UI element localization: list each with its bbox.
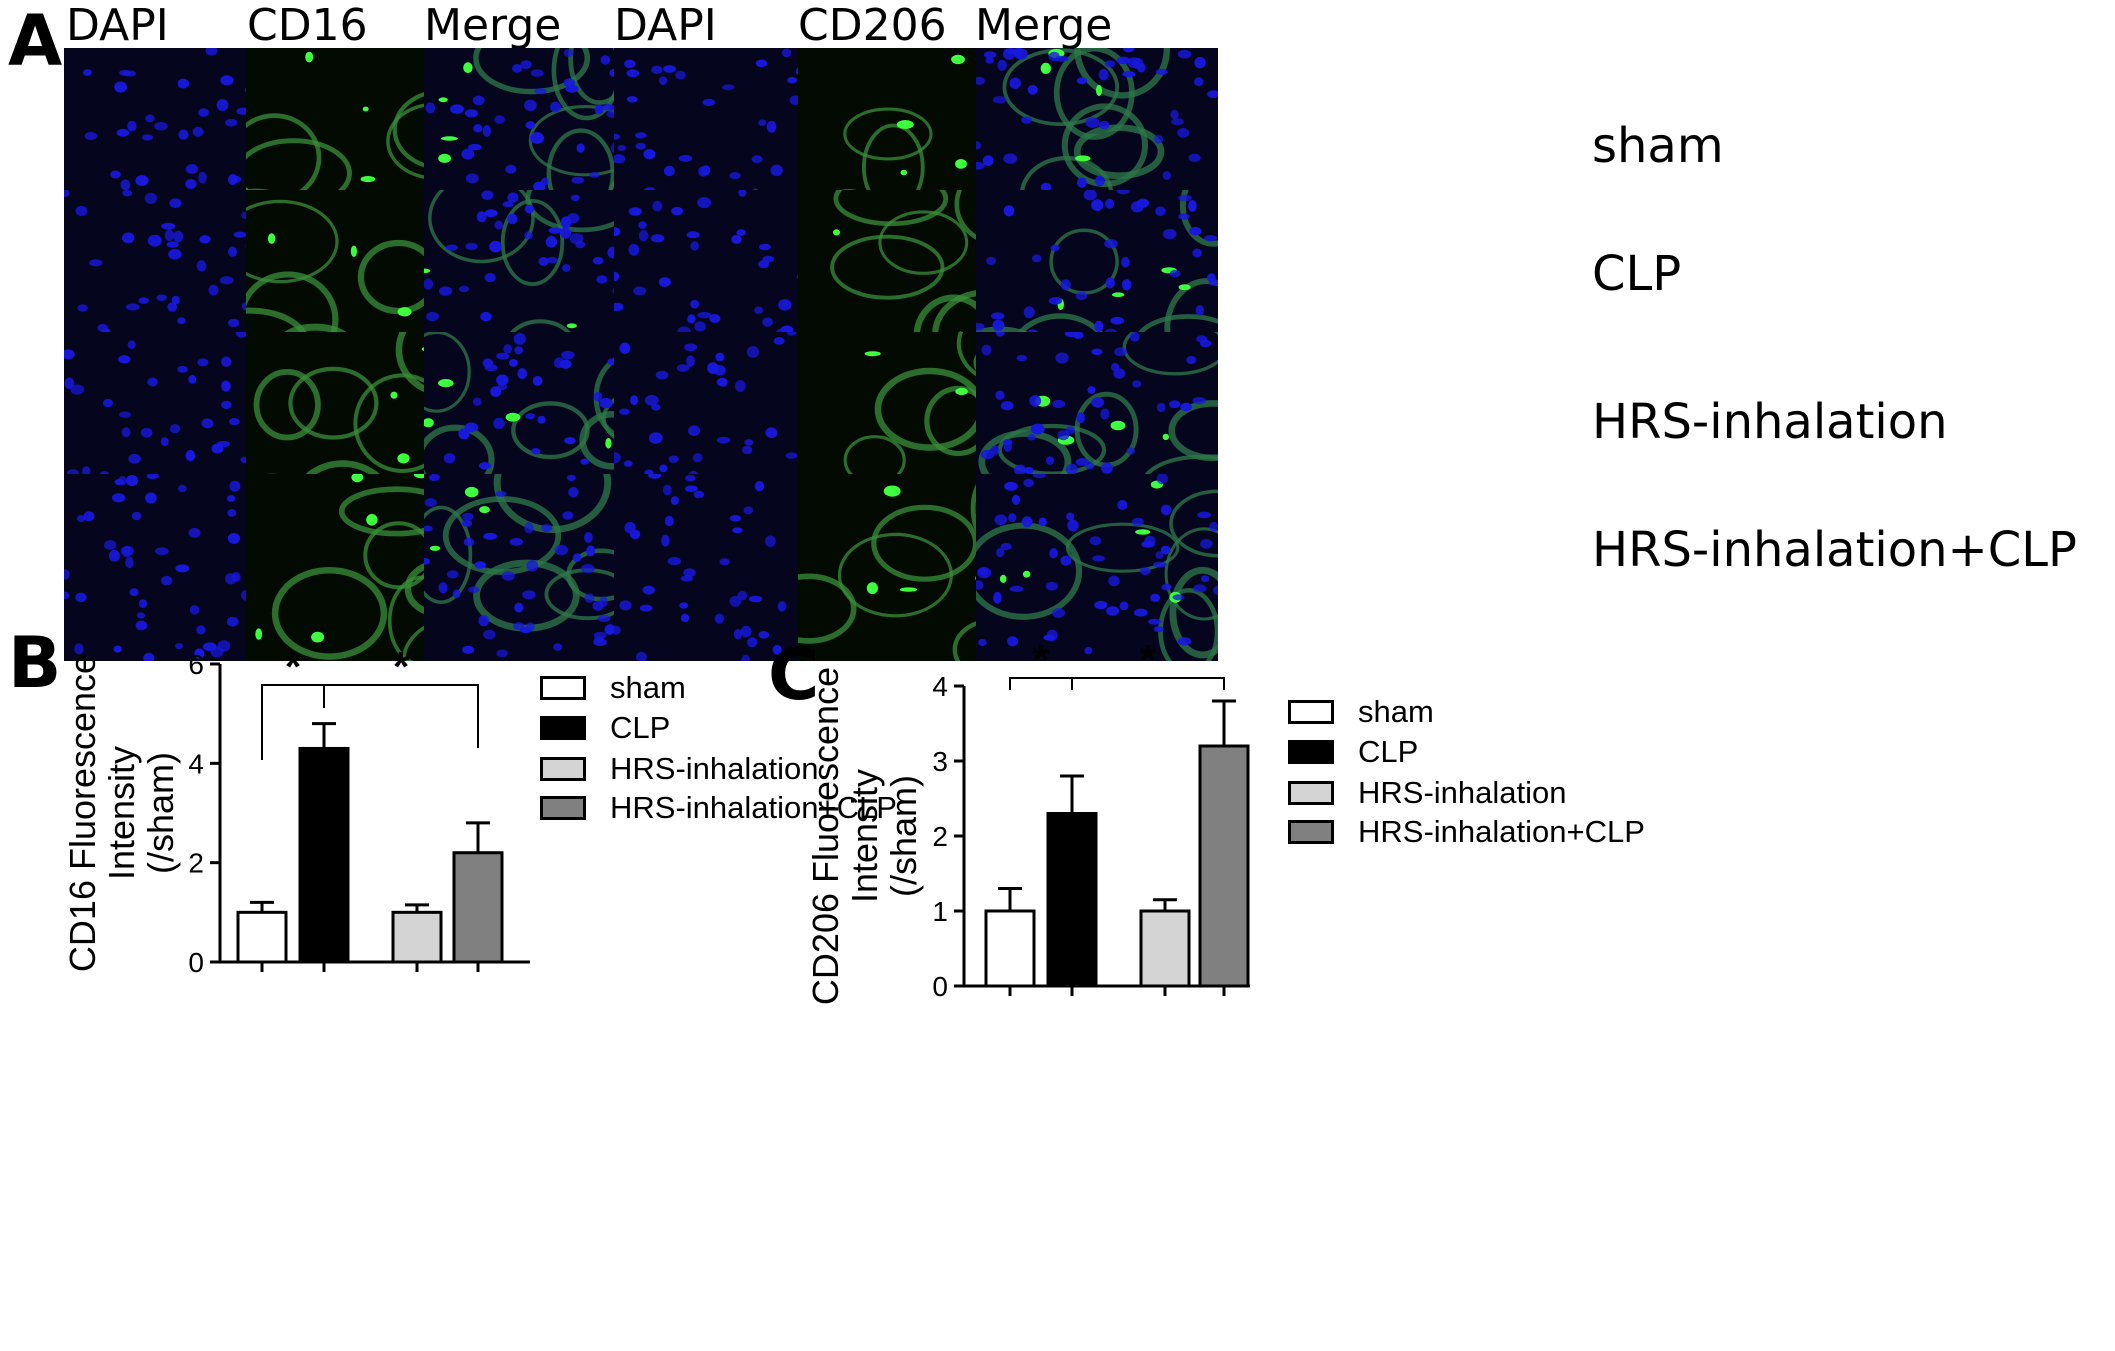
legend-c-clp: CLP	[1288, 734, 1418, 770]
row-label-sham: sham	[1592, 118, 1724, 174]
col-header-merge-right: Merge	[975, 0, 1113, 51]
chart-c-sig-star-1: *	[1140, 640, 1157, 683]
legend-b-hrs-clp-label: HRS-inhalation+CLP	[610, 790, 897, 825]
chart-c-y-tick-label-0: 0	[932, 971, 948, 1002]
chart-c-y-tick-label-2: 2	[932, 821, 948, 852]
chart-c-y-tick-label-1: 1	[932, 896, 948, 927]
legend-b-sham-label: sham	[610, 670, 686, 705]
col-header-dapi-left: DAPI	[66, 0, 169, 51]
legend-c-hrs-clp-label: HRS-inhalation+CLP	[1358, 814, 1645, 849]
micrograph-hrs-inhalation-clp-merge-right	[976, 474, 1218, 661]
legend-b-sham-swatch	[540, 676, 586, 700]
legend-c-clp-label: CLP	[1358, 734, 1419, 769]
legend-c-hrs-swatch	[1288, 781, 1334, 805]
chart-b-y-tick-label-3: 6	[188, 649, 204, 680]
legend-c-hrs: HRS-inhalation	[1288, 775, 1567, 811]
col-header-cd206: CD206	[798, 0, 947, 51]
legend-b-hrs-clp-swatch	[540, 796, 586, 820]
panel-b-letter: B	[8, 622, 62, 704]
chart-b-y-axis-label-2: Intensity	[101, 746, 142, 880]
micrograph-image	[976, 474, 1218, 661]
chart-b-sig-star-1: *	[393, 643, 410, 690]
legend-b-clp-label: CLP	[610, 710, 671, 745]
legend-c-sham-swatch	[1288, 700, 1334, 724]
chart-c-y-axis-label-1: CD206 Fluorescence	[805, 667, 846, 1005]
row-label-hrs-inhalation: HRS-inhalation	[1592, 394, 1948, 450]
chart-b-y-tick-label-1: 2	[188, 848, 204, 879]
chart-b-bar-3	[452, 851, 504, 964]
row-label-clp: CLP	[1592, 246, 1682, 302]
chart-b-bar-0	[236, 910, 288, 964]
chart-c-y-tick-label-3: 3	[932, 746, 948, 777]
legend-c-sham: sham	[1288, 694, 1434, 730]
legend-b-hrs-label: HRS-inhalation	[610, 751, 819, 786]
cd206-bar-chart: 0 1 2 3 4 * * CD206 FluorescenceIntensity(/sham…	[805, 640, 1250, 1005]
legend-b-hrs: HRS-inhalation	[540, 751, 819, 787]
panel-a-letter: A	[8, 0, 63, 82]
chart-b-sig-bracket-1	[323, 684, 479, 748]
legend-b-hrs-clp: HRS-inhalation+CLP	[540, 790, 897, 826]
chart-b-sig-star-0: *	[285, 643, 302, 690]
chart-b-bar-2	[391, 910, 443, 964]
col-header-cd16: CD16	[247, 0, 368, 51]
chart-b-y-tick-label-2: 4	[188, 748, 204, 779]
chart-c-bar-1	[1046, 812, 1098, 988]
row-label-hrs-inhalation-clp: HRS-inhalation+CLP	[1592, 522, 2077, 578]
chart-c-y-axis-label-3: (/sham)	[883, 775, 924, 897]
legend-b-sham: sham	[540, 670, 686, 706]
chart-b-y-axis-label-1: CD16 Fluorescence	[62, 654, 103, 972]
legend-b-clp-swatch	[540, 716, 586, 740]
col-header-merge-left: Merge	[424, 0, 562, 51]
chart-b-y-tick-label-0: 0	[188, 947, 204, 978]
chart-c-bar-2	[1139, 909, 1191, 988]
legend-c-sham-label: sham	[1358, 694, 1434, 729]
legend-c-clp-swatch	[1288, 740, 1334, 764]
legend-b-clp: CLP	[540, 710, 670, 746]
chart-c-sig-bracket-1	[1071, 677, 1225, 690]
col-header-dapi-right: DAPI	[614, 0, 717, 51]
chart-c-y-tick-label-4: 4	[932, 671, 948, 702]
legend-c-hrs-clp-swatch	[1288, 820, 1334, 844]
chart-c-bar-3	[1198, 744, 1250, 988]
chart-c-bar-0	[984, 909, 1036, 988]
legend-c-hrs-label: HRS-inhalation	[1358, 775, 1567, 810]
chart-b-y-axis-label-3: (/sham)	[140, 752, 181, 874]
panel-c-letter: C	[768, 634, 820, 716]
chart-c-sig-star-0: *	[1033, 640, 1050, 683]
chart-c-y-axis-label-2: Intensity	[844, 769, 885, 903]
chart-b-bar-1	[298, 746, 350, 964]
legend-c-hrs-clp: HRS-inhalation+CLP	[1288, 814, 1645, 850]
legend-b-hrs-swatch	[540, 757, 586, 781]
